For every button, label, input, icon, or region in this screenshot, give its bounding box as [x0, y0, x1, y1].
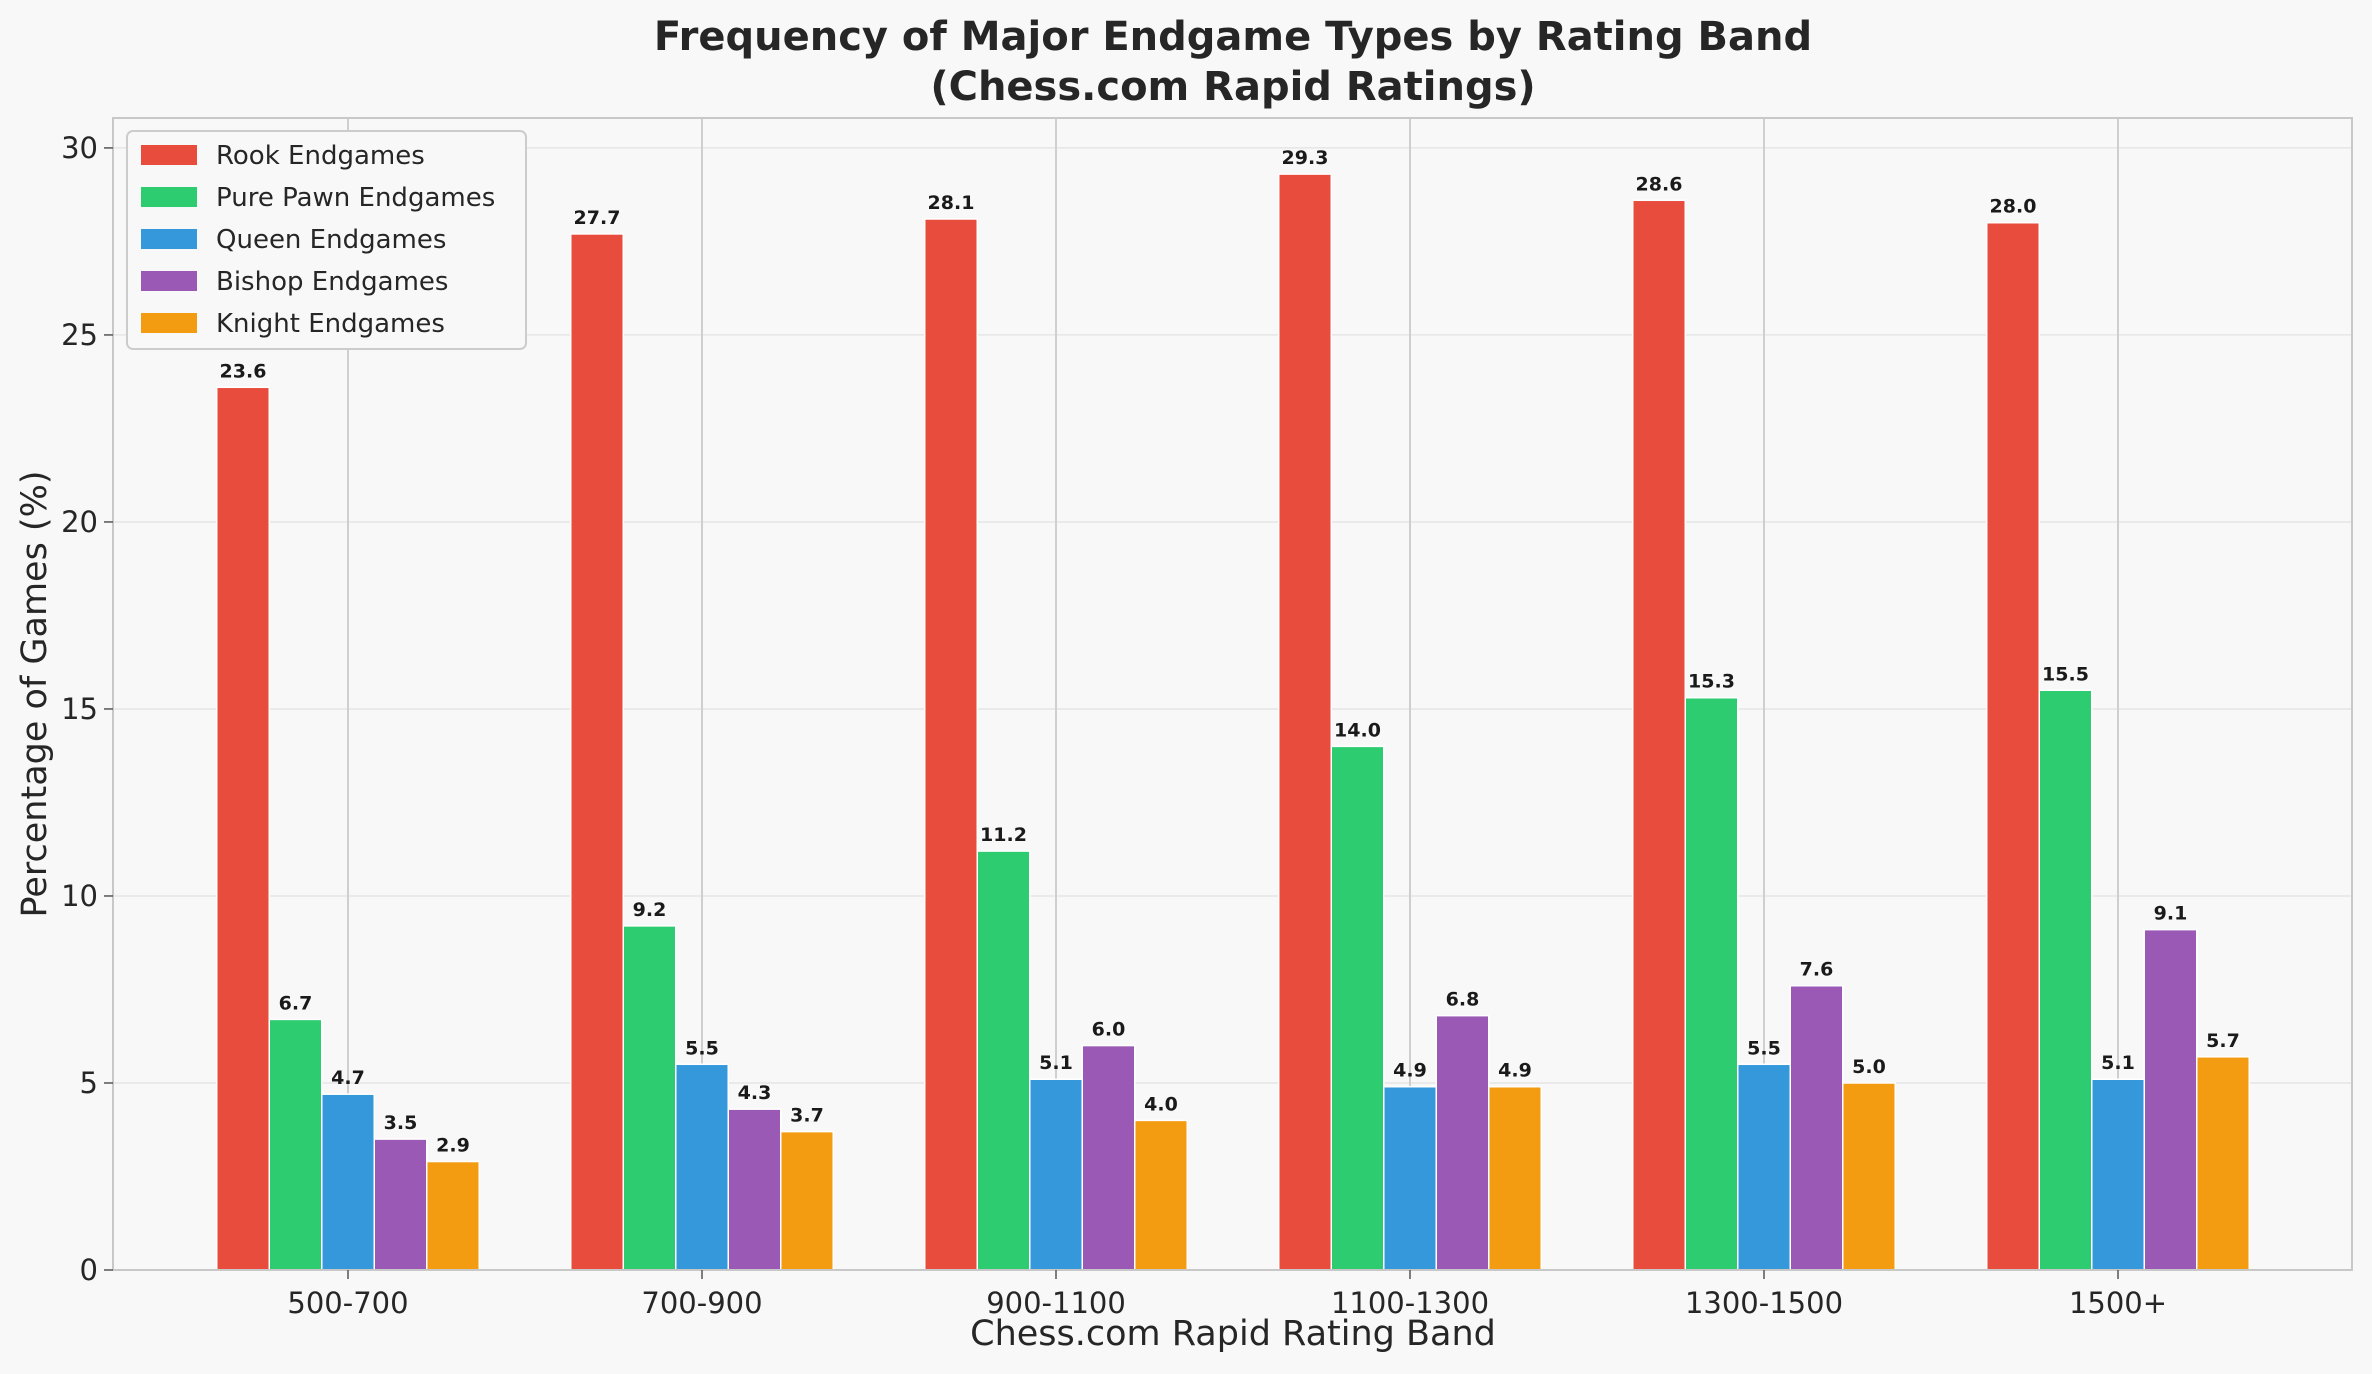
bar-value-label: 6.8	[1446, 989, 1480, 1011]
chart-title: Frequency of Major Endgame Types by Rati…	[654, 14, 1812, 60]
bar-value-label: 11.2	[980, 824, 1027, 846]
legend-swatch	[141, 229, 197, 249]
bar-value-label: 23.6	[220, 360, 267, 382]
bar	[780, 1130, 834, 1271]
bar	[1029, 1078, 1083, 1271]
legend-label: Knight Endgames	[216, 309, 445, 339]
bar-value-label: 2.9	[436, 1135, 470, 1157]
x-tick-label: 1300-1500	[1685, 1286, 1843, 1320]
legend-box	[126, 130, 527, 350]
bar-value-label: 28.1	[928, 192, 975, 214]
bar-value-label: 27.7	[574, 207, 621, 229]
y-tick-label: 30	[61, 131, 98, 165]
y-tick-label: 0	[80, 1253, 98, 1287]
bar	[570, 233, 624, 1271]
bar-value-label: 4.0	[1144, 1093, 1178, 1115]
x-tick-label: 1500+	[2069, 1286, 2167, 1320]
bar-value-label: 9.2	[633, 899, 667, 921]
bar	[1278, 173, 1332, 1271]
plot-frame	[112, 117, 2353, 1271]
bar	[1789, 984, 1844, 1271]
legend-label: Rook Endgames	[216, 141, 425, 171]
bar	[1330, 745, 1385, 1271]
y-axis-ticks: 0 5 10 15 20 25 30	[61, 131, 113, 1287]
legend-label: Bishop Endgames	[216, 267, 448, 297]
bars	[216, 173, 2250, 1271]
x-tick-label: 900-1100	[986, 1286, 1126, 1320]
bar-value-label: 5.1	[1039, 1052, 1073, 1074]
legend-label: Pure Pawn Endgames	[216, 183, 495, 213]
bar	[1435, 1014, 1490, 1271]
bar-value-label: 6.7	[279, 992, 313, 1014]
bar-value-label: 5.5	[1747, 1037, 1781, 1059]
bar-value-label: 5.5	[685, 1037, 719, 1059]
bar	[216, 386, 270, 1271]
x-tick-label: 500-700	[287, 1286, 408, 1320]
bar-value-label: 4.3	[738, 1082, 772, 1104]
bar	[727, 1108, 782, 1271]
y-axis-label: Percentage of Games (%)	[15, 470, 55, 917]
bar-value-label: 6.0	[1092, 1019, 1126, 1041]
bar-value-label: 3.5	[384, 1112, 418, 1134]
bar	[1134, 1119, 1188, 1271]
bar-value-label: 9.1	[2154, 903, 2188, 925]
bar-value-label: 15.3	[1688, 671, 1735, 693]
bar	[2091, 1078, 2145, 1271]
x-tick-label: 700-900	[641, 1286, 762, 1320]
bar-value-label: 4.7	[331, 1067, 365, 1089]
y-tick-label: 25	[61, 318, 98, 352]
bar-value-label: 4.9	[1498, 1060, 1532, 1082]
x-tick-label: 1100-1300	[1331, 1286, 1489, 1320]
bar	[1684, 696, 1739, 1271]
bar-value-label: 28.6	[1636, 173, 1683, 195]
bar	[2038, 689, 2093, 1271]
bar-value-label: 5.1	[2101, 1052, 2135, 1074]
bar	[1632, 199, 1686, 1271]
chart-subtitle: (Chess.com Rapid Ratings)	[930, 64, 1535, 110]
legend-swatch	[141, 313, 197, 333]
bar	[2143, 928, 2198, 1271]
bar	[622, 925, 677, 1271]
y-tick-label: 10	[61, 879, 98, 913]
bar	[1383, 1085, 1437, 1271]
bar	[1081, 1044, 1136, 1271]
bar	[2196, 1056, 2250, 1271]
bar	[1488, 1085, 1542, 1271]
bar	[675, 1063, 729, 1271]
bar	[321, 1093, 375, 1271]
bar	[1737, 1063, 1791, 1271]
bar	[1986, 221, 2040, 1271]
bar-value-label: 5.0	[1852, 1056, 1886, 1078]
y-tick-label: 20	[61, 505, 98, 539]
legend-swatch	[141, 271, 197, 291]
bar	[976, 850, 1031, 1271]
bar	[426, 1160, 480, 1271]
legend-swatch	[141, 187, 197, 207]
bar-value-label: 28.0	[1990, 196, 2037, 218]
bar-value-label: 4.9	[1393, 1060, 1427, 1082]
x-axis-ticks: 500-700 700-900 900-1100 1100-1300 1300-1500…	[287, 1270, 2167, 1320]
bar-value-label: 15.5	[2042, 663, 2089, 685]
bar	[268, 1018, 323, 1271]
bar-value-label: 3.7	[790, 1105, 824, 1127]
legend-label: Queen Endgames	[216, 225, 446, 255]
bar	[924, 218, 978, 1271]
x-axis-label: Chess.com Rapid Rating Band	[970, 1314, 1496, 1354]
bar-value-label: 7.6	[1800, 959, 1834, 981]
y-tick-label: 5	[80, 1066, 98, 1100]
legend-swatch	[141, 145, 197, 165]
data-labels: 23.6 27.7 28.1 29.3 28.6 28.0 6.7 9.2 11.2 14.0 15…	[220, 147, 2240, 1156]
y-tick-label: 15	[61, 692, 98, 726]
legend: Rook Endgames Pure Pawn Endgames Queen End…	[126, 130, 527, 350]
bar	[373, 1138, 428, 1271]
bar-value-label: 5.7	[2206, 1030, 2240, 1052]
bar-value-label: 29.3	[1282, 147, 1329, 169]
bar	[1842, 1082, 1896, 1271]
bar-value-label: 14.0	[1334, 719, 1381, 741]
